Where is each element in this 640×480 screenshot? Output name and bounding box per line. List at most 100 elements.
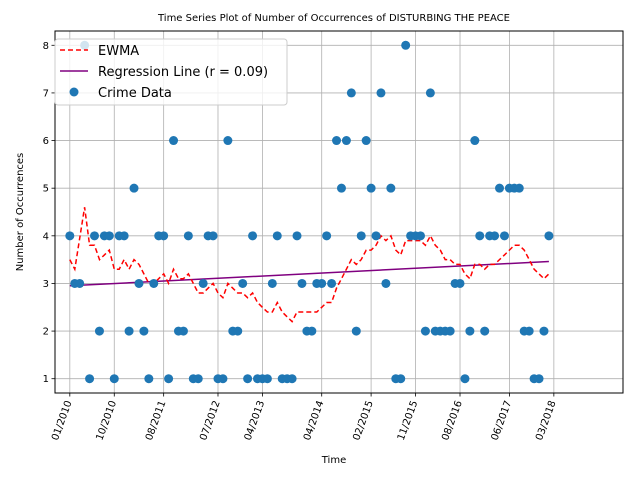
y-axis-label: Number of Occurrences [15,153,26,272]
crime-data-point [129,183,139,193]
crime-data-point [292,231,302,241]
legend-regression-label: Regression Line (r = 0.09) [98,65,268,80]
crime-data-point [381,278,391,288]
crime-data-point [346,88,356,98]
crime-data-point [420,326,430,336]
crime-data-point [178,326,188,336]
y-tick-label: 2 [43,327,49,338]
crime-data-point [366,183,376,193]
crime-data-point [149,278,159,288]
crime-data-point [351,326,361,336]
crime-data-point [332,136,342,146]
crime-data-point [208,231,218,241]
crime-data-point [287,374,297,384]
crime-data-point [193,374,203,384]
crime-data-point [445,326,455,336]
crime-data-point [376,88,386,98]
crime-data-point [307,326,317,336]
crime-data-point [480,326,490,336]
crime-data-point [134,278,144,288]
crime-data-point [85,374,95,384]
crime-data-point [267,278,277,288]
y-tick-label: 4 [43,231,49,242]
crime-data-point [544,231,554,241]
crime-data-point [198,278,208,288]
crime-data-point [65,231,75,241]
crime-data-point [514,183,524,193]
crime-data-point [396,374,406,384]
crime-data-point [139,326,149,336]
x-tick-label: 03/2018 [534,399,559,442]
y-tick-label: 7 [43,88,49,99]
crime-data-point [248,231,258,241]
crime-data-point [317,278,327,288]
crime-data-point [238,278,248,288]
crime-data-point [455,278,465,288]
chart-title: Time Series Plot of Number of Occurrence… [157,13,510,24]
crime-data-point [534,374,544,384]
x-tick-label: 06/2017 [490,399,515,442]
crime-data-point [361,136,371,146]
x-axis: 01/2010 10/2010 08/2011 07/2012 04/2013 04/20… [50,393,559,442]
legend-box [54,38,288,106]
x-tick-label: 10/2010 [95,399,120,442]
crime-data-point [159,231,169,241]
crime-data-point [243,374,253,384]
crime-data-point [124,326,134,336]
crime-data-point [341,136,351,146]
x-axis-label: Time [321,455,346,466]
crime-data-point [322,231,332,241]
legend: EWMA Regression Line (r = 0.09) Crime Da… [54,38,288,106]
crime-data-point [223,136,233,146]
crime-data-point [297,278,307,288]
y-axis: 1 2 3 4 5 6 7 8 [43,41,55,385]
crime-data-point [490,231,500,241]
crime-data-point [109,374,119,384]
crime-data-point [262,374,272,384]
crime-data-point [371,231,381,241]
crime-data-point [272,231,282,241]
crime-data-point [401,40,411,50]
crime-data-point [119,231,129,241]
y-tick-label: 1 [43,374,49,385]
crime-data-point [425,88,435,98]
crime-data-point [465,326,475,336]
y-tick-label: 8 [43,41,49,52]
x-tick-label: 08/2011 [144,399,169,442]
x-tick-label: 02/2015 [351,399,376,442]
x-tick-label: 07/2012 [198,399,223,442]
crime-data-point [169,136,179,146]
crime-data-point [499,231,509,241]
crime-data-point [233,326,243,336]
x-tick-label: 08/2016 [440,399,465,442]
crime-data-point [144,374,154,384]
crime-data-point [183,231,193,241]
y-tick-label: 6 [43,136,49,147]
crime-data-point [90,231,100,241]
x-tick-label: 04/2013 [243,399,268,442]
crime-data-point [539,326,549,336]
crime-data-point [470,136,480,146]
plot-frame [54,30,624,394]
crime-data-point [495,183,505,193]
crime-data-point [104,231,114,241]
crime-data-point [75,278,85,288]
y-tick-label: 5 [43,184,49,195]
crime-data-point [94,326,104,336]
legend-crime-data-swatch [69,87,79,97]
crime-data-point [475,231,485,241]
crime-data-point [218,374,228,384]
crime-data-point [327,278,337,288]
crime-data-series [65,40,554,384]
crime-data-point [524,326,534,336]
crime-data-point [164,374,174,384]
legend-crime-data-label: Crime Data [98,86,172,101]
legend-ewma-label: EWMA [98,44,139,59]
crime-data-point [415,231,425,241]
x-tick-label: 11/2015 [396,399,421,442]
y-tick-label: 3 [43,279,49,290]
crime-data-point [356,231,366,241]
x-tick-label: 01/2010 [50,399,75,442]
crime-data-point [336,183,346,193]
